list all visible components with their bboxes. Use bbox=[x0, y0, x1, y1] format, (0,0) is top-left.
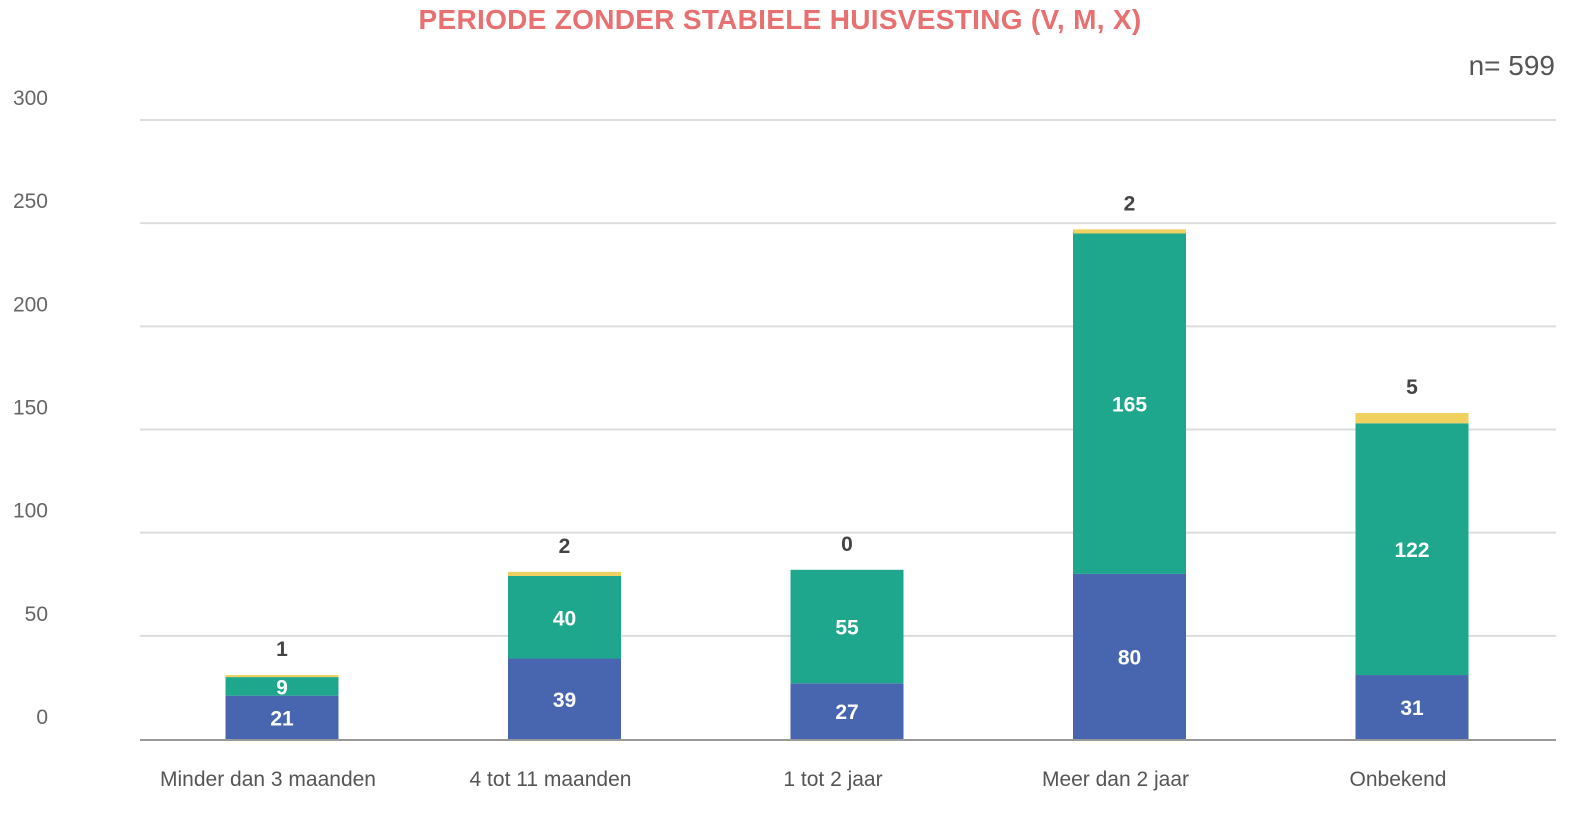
data-label: 40 bbox=[553, 607, 576, 630]
x-tick-label: 1 tot 2 jaar bbox=[783, 768, 882, 791]
data-label: 80 bbox=[1118, 646, 1141, 669]
x-tick-label: Meer dan 2 jaar bbox=[1042, 768, 1189, 791]
bar-segment bbox=[1355, 412, 1469, 424]
bar-segment bbox=[1073, 573, 1186, 739]
y-tick-label: 50 bbox=[25, 603, 48, 626]
bars bbox=[225, 229, 1469, 739]
bar-segment bbox=[225, 677, 339, 696]
data-label: 27 bbox=[835, 701, 858, 724]
x-tick-label: Onbekend bbox=[1350, 768, 1447, 791]
bar-segment bbox=[225, 695, 339, 739]
bar-segment bbox=[1355, 675, 1469, 739]
bar-segment bbox=[225, 675, 339, 678]
bar-segment bbox=[508, 571, 621, 576]
x-tick-label: Minder dan 3 maanden bbox=[160, 768, 376, 791]
bar-segment bbox=[508, 575, 621, 659]
x-axis-ticks: Minder dan 3 maanden 4 tot 11 maanden 1 to… bbox=[160, 768, 1446, 791]
grid-lines bbox=[140, 119, 1556, 637]
chart-title: PERIODE ZONDER STABIELE HUISVESTING (V, … bbox=[418, 4, 1142, 35]
y-tick-label: 100 bbox=[13, 500, 48, 523]
data-label: 39 bbox=[553, 689, 576, 712]
data-label: 0 bbox=[841, 533, 853, 556]
y-tick-label: 200 bbox=[13, 293, 48, 316]
data-label: 21 bbox=[270, 707, 294, 730]
data-label: 31 bbox=[1400, 697, 1424, 720]
bar-segment bbox=[1073, 229, 1186, 234]
data-label: 9 bbox=[276, 676, 288, 699]
data-labels: 21 9 1 39 40 2 27 55 0 80 165 2 31 122 5 bbox=[270, 192, 1429, 730]
data-label: 2 bbox=[559, 535, 571, 558]
data-label: 122 bbox=[1394, 539, 1429, 562]
x-tick-label: 4 tot 11 maanden bbox=[470, 768, 632, 791]
data-label: 5 bbox=[1406, 376, 1418, 399]
data-label: 2 bbox=[1124, 192, 1136, 215]
y-tick-label: 300 bbox=[13, 87, 48, 110]
bar-segment bbox=[1073, 233, 1186, 574]
bar-segment bbox=[790, 569, 904, 684]
bar-segment bbox=[1355, 423, 1469, 676]
bar-segment bbox=[790, 683, 904, 739]
sample-size-label: n= 599 bbox=[1468, 50, 1555, 81]
bar-segment bbox=[508, 658, 621, 739]
y-axis-ticks: 0 50 100 150 200 250 300 bbox=[13, 87, 48, 729]
y-tick-label: 150 bbox=[13, 397, 48, 420]
data-label: 1 bbox=[276, 638, 288, 661]
data-label: 55 bbox=[835, 617, 859, 640]
y-tick-label: 0 bbox=[36, 706, 48, 729]
y-tick-label: 250 bbox=[13, 190, 48, 213]
data-label: 165 bbox=[1112, 394, 1147, 417]
